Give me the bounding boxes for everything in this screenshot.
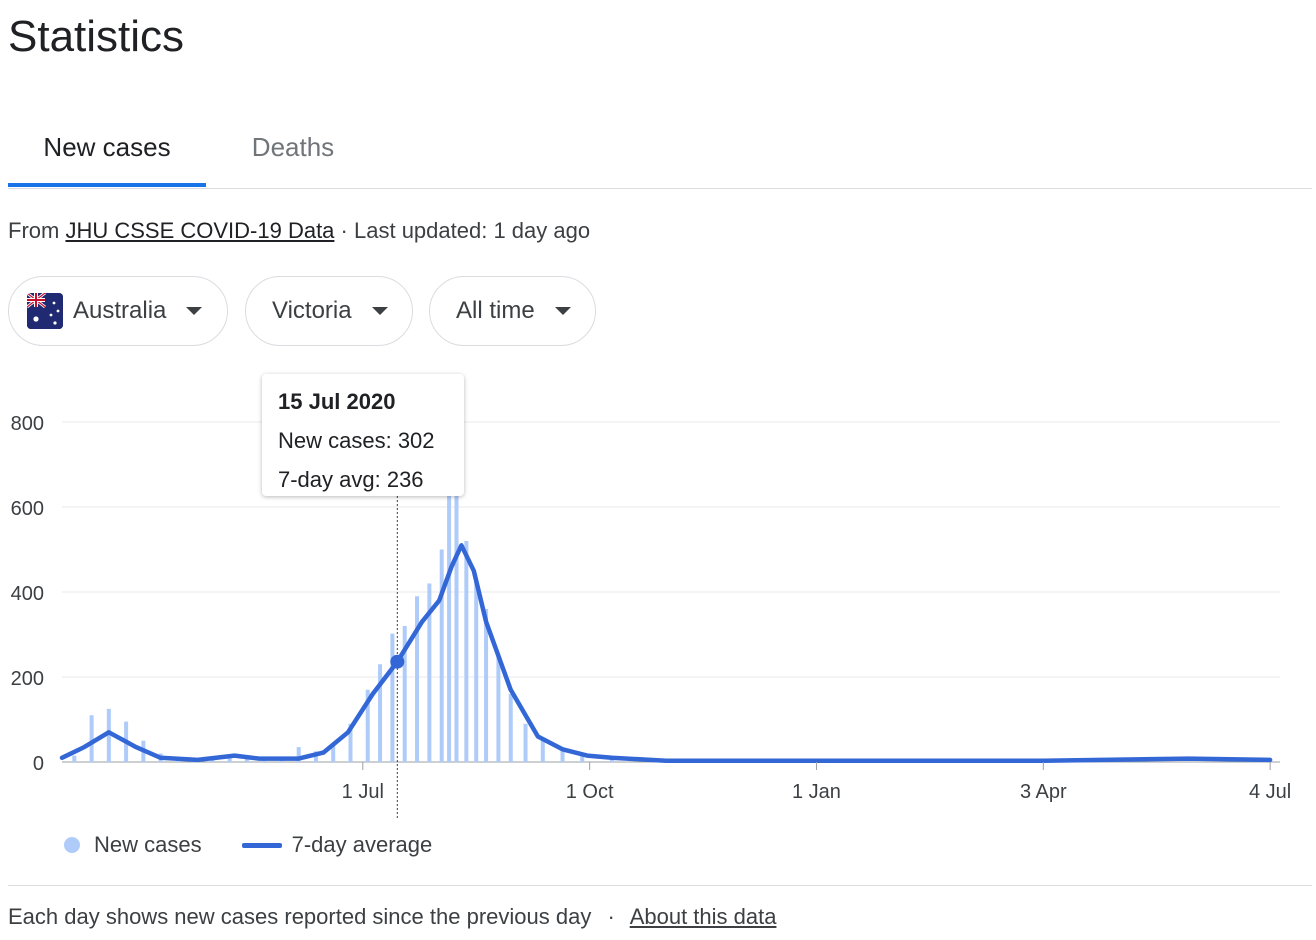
new-cases-bar: [474, 579, 479, 762]
x-axis-labels: 1 Jul 1 Oct 1 Jan 3 Apr 4 Jul: [342, 762, 1291, 803]
new-cases-bar: [540, 738, 545, 762]
footer-text: Each day shows new cases reported since …: [8, 904, 592, 929]
source-link[interactable]: JHU CSSE COVID-19 Data: [65, 218, 335, 243]
new-cases-bar: [484, 609, 489, 762]
new-cases-bar: [580, 755, 585, 762]
new-cases-bar: [365, 689, 370, 762]
source-separator: ·: [340, 218, 348, 243]
tooltip-date: 15 Jul 2020: [278, 389, 396, 414]
country-select[interactable]: Australia: [8, 276, 228, 346]
chevron-down-icon: [371, 307, 388, 315]
tooltip-new-cases: New cases: 302: [278, 428, 435, 453]
cases-chart[interactable]: 0 200 400 600 800 1 Jul 1 Oct 1 Jan 3 Apr 4 Jul: [0, 360, 1316, 830]
page-title: Statistics: [8, 12, 185, 61]
tab-deaths[interactable]: Deaths: [214, 108, 372, 186]
new-cases-bar: [454, 481, 459, 762]
y-tick-label: 200: [11, 668, 44, 690]
new-cases-bar: [106, 708, 111, 762]
footer-note: Each day shows new cases reported since …: [8, 904, 776, 930]
new-cases-bar: [296, 747, 301, 762]
y-axis-labels: 0 200 400 600 800: [11, 413, 44, 775]
avg-line-layer: [59, 543, 1273, 763]
chevron-down-icon: [186, 307, 203, 315]
new-cases-bar: [464, 541, 469, 762]
australia-flag-icon: [27, 293, 63, 329]
source-prefix: From: [8, 218, 60, 243]
x-tick-label: 4 Jul: [1249, 781, 1291, 803]
y-tick-label: 800: [11, 413, 44, 435]
x-tick-label: 3 Apr: [1020, 781, 1067, 803]
new-cases-bar: [348, 723, 353, 762]
y-tick-label: 400: [11, 583, 44, 605]
hover-point: [390, 654, 405, 669]
tab-bar: New cases Deaths: [8, 108, 1312, 189]
x-tick-label: 1 Oct: [566, 781, 614, 803]
divider: [8, 885, 1312, 886]
y-tick-label: 600: [11, 498, 44, 520]
tooltip-avg: 7-day avg: 236: [278, 467, 424, 492]
chevron-down-icon: [554, 307, 571, 315]
legend-new-cases-swatch: [64, 837, 80, 853]
region-select-label: Victoria: [272, 297, 352, 324]
new-cases-bar: [609, 759, 614, 762]
new-cases-bars: [72, 481, 1273, 762]
legend-new-cases-label: New cases: [94, 832, 202, 857]
footer-separator: ·: [607, 904, 615, 929]
source-line: From JHU CSSE COVID-19 Data · Last updat…: [8, 218, 590, 244]
new-cases-bar: [390, 633, 395, 762]
x-tick-label: 1 Jan: [792, 781, 841, 803]
tab-new-cases[interactable]: New cases: [8, 108, 206, 187]
new-cases-bar: [439, 549, 444, 762]
about-data-link[interactable]: About this data: [629, 904, 777, 929]
avg-line: [59, 543, 1273, 763]
new-cases-bar: [427, 583, 432, 762]
x-tick-label: 1 Jul: [342, 781, 384, 803]
new-cases-bar: [415, 596, 420, 762]
last-updated: Last updated: 1 day ago: [354, 218, 591, 243]
tab-deaths-label: Deaths: [251, 131, 335, 162]
new-cases-bar: [523, 723, 528, 762]
tab-new-cases-label: New cases: [43, 131, 171, 162]
y-tick-label: 0: [33, 753, 44, 775]
new-cases-bar: [508, 694, 513, 762]
region-select[interactable]: Victoria: [245, 276, 413, 346]
new-cases-bar: [560, 749, 565, 762]
new-cases-bar: [89, 715, 94, 762]
new-cases-bar: [378, 664, 383, 762]
new-cases-bar: [447, 490, 452, 762]
new-cases-bar: [331, 745, 336, 762]
time-range-select[interactable]: All time: [429, 276, 596, 346]
legend-avg-label: 7-day average: [291, 832, 433, 857]
country-select-label: Australia: [73, 297, 167, 324]
new-cases-bar: [496, 655, 501, 762]
chart-legend: New cases 7-day average: [64, 832, 432, 858]
legend-avg-swatch: [241, 842, 282, 848]
time-range-select-label: All time: [456, 297, 535, 324]
active-tab-indicator: [8, 183, 206, 187]
chart-grid: [62, 421, 1280, 763]
new-cases-bar: [72, 755, 77, 762]
chart-tooltip: 15 Jul 2020 New cases: 302 7-day avg: 23…: [262, 374, 464, 496]
new-cases-bar: [402, 626, 407, 762]
